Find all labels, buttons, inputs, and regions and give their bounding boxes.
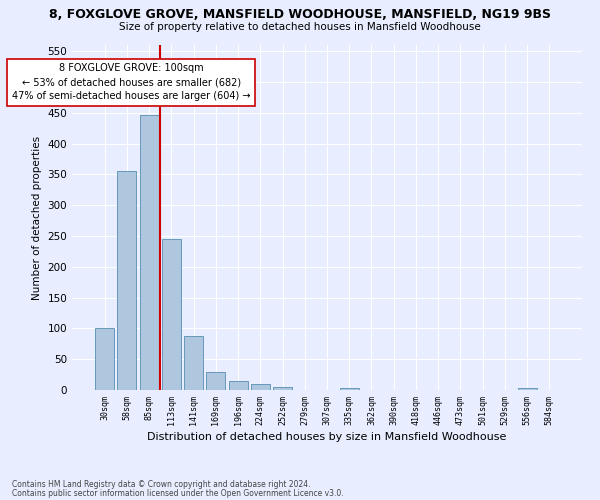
Y-axis label: Number of detached properties: Number of detached properties	[32, 136, 42, 300]
Bar	[95, 328, 114, 390]
Bar	[518, 388, 536, 390]
Bar	[229, 382, 248, 390]
Text: Contains public sector information licensed under the Open Government Licence v3: Contains public sector information licen…	[12, 488, 344, 498]
X-axis label: Distribution of detached houses by size in Mansfield Woodhouse: Distribution of detached houses by size …	[148, 432, 506, 442]
Text: Size of property relative to detached houses in Mansfield Woodhouse: Size of property relative to detached ho…	[119, 22, 481, 32]
Bar	[251, 384, 270, 390]
Bar	[273, 387, 292, 390]
Bar	[206, 372, 225, 390]
Text: 8 FOXGLOVE GROVE: 100sqm
← 53% of detached houses are smaller (682)
47% of semi-: 8 FOXGLOVE GROVE: 100sqm ← 53% of detach…	[12, 64, 251, 102]
Bar	[162, 239, 181, 390]
Bar	[118, 172, 136, 390]
Text: Contains HM Land Registry data © Crown copyright and database right 2024.: Contains HM Land Registry data © Crown c…	[12, 480, 311, 489]
Text: 8, FOXGLOVE GROVE, MANSFIELD WOODHOUSE, MANSFIELD, NG19 9BS: 8, FOXGLOVE GROVE, MANSFIELD WOODHOUSE, …	[49, 8, 551, 20]
Bar	[184, 336, 203, 390]
Bar	[140, 114, 158, 390]
Bar	[340, 388, 359, 390]
